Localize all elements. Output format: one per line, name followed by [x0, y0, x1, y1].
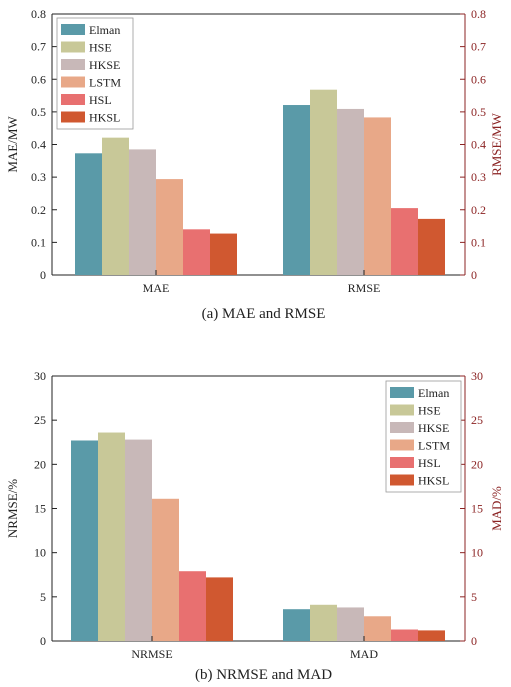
panel-a-mae-rmse: 0 0.1 0.2 0.3 0.4 0.5 0.6 0.7 0.8 0 0.1 0.2 0.3 0.4 0.… — [5, 7, 504, 322]
legend-label: LSTM — [89, 76, 121, 90]
legend-label: HSE — [418, 404, 441, 418]
y-tick-label-left: 0.8 — [31, 7, 46, 21]
bar-lstm-mae — [156, 179, 183, 275]
legend-swatch — [61, 24, 85, 35]
legend-box — [56, 17, 134, 130]
legend-swatch — [61, 41, 85, 53]
y-tick-label-left: 0.6 — [31, 72, 46, 86]
legend-label: HSL — [89, 93, 112, 107]
legend-swatch — [390, 457, 414, 468]
bar-hse-mad — [310, 604, 337, 641]
bar-hksl-nrmse — [206, 577, 233, 641]
y-tick-label-right: 0.7 — [471, 40, 486, 54]
y-tick-label-right: 10 — [471, 546, 483, 560]
bar-hksl-rmse — [418, 218, 445, 275]
bar-hse-rmse — [310, 89, 337, 275]
legend-swatch — [390, 474, 414, 486]
legend: Elman HSE HKSE LSTM HSL HKSL — [385, 380, 462, 493]
y-tick-label-right: 0.4 — [471, 138, 486, 152]
bar-elman-mad — [283, 609, 310, 641]
bar-lstm-rmse — [364, 117, 391, 275]
bar-lstm-nrmse — [152, 498, 179, 641]
y-tick-label-left: 10 — [34, 546, 46, 560]
legend-label: HKSL — [89, 111, 120, 125]
y-tick-label-left: 0 — [40, 268, 46, 282]
bar-hkse-mad — [337, 607, 364, 641]
bar-hkse-rmse — [337, 108, 364, 275]
y-tick-label-left: 15 — [34, 502, 46, 516]
bar-hkse-mae — [129, 149, 156, 275]
y-tick-label-left: 0.4 — [31, 138, 46, 152]
y-tick-label-left: 0.3 — [31, 170, 46, 184]
legend-swatch — [390, 387, 414, 398]
bar-hkse-nrmse — [125, 439, 152, 641]
legend-swatch — [61, 111, 85, 123]
legend-swatch — [390, 422, 414, 433]
bar-hse-nrmse — [98, 432, 125, 641]
bar-elman-rmse — [283, 105, 310, 276]
legend-swatch — [61, 76, 85, 88]
x-tick-label: MAD — [350, 647, 378, 661]
y-tick-label-right: 5 — [471, 590, 477, 604]
legend: Elman HSE HKSE LSTM HSL HKSL — [56, 17, 134, 130]
y-tick-label-left: 0.1 — [31, 235, 46, 249]
bar-hsl-mad — [391, 629, 418, 641]
bar-lstm-mad — [364, 616, 391, 641]
x-tick-label: MAE — [143, 281, 170, 295]
y-tick-label-left: 0.2 — [31, 203, 46, 217]
y-tick-label-right: 30 — [471, 369, 483, 383]
legend-swatch — [61, 94, 85, 105]
bar-hksl-mad — [418, 630, 445, 641]
bar-hsl-mae — [183, 229, 210, 275]
y-tick-label-left: 0.5 — [31, 105, 46, 119]
y-axis-title-right: MAD/% — [489, 486, 504, 531]
panel-b-nrmse-mad: 0 5 10 15 20 25 30 0 5 10 15 20 25 30 NRMSE/% MAD/% NRMS… — [5, 369, 504, 683]
legend-swatch — [390, 439, 414, 451]
legend-label: Elman — [418, 386, 449, 400]
bar-hksl-mae — [210, 233, 237, 275]
y-tick-label-right: 0.3 — [471, 170, 486, 184]
y-tick-label-right: 0.1 — [471, 235, 486, 249]
legend-box — [385, 380, 462, 493]
y-axis-title-left: MAE/MW — [5, 116, 20, 173]
y-tick-label-right: 20 — [471, 457, 483, 471]
bar-elman-nrmse — [71, 440, 98, 641]
bar-hsl-nrmse — [179, 571, 206, 641]
legend-label: LSTM — [418, 439, 450, 453]
x-tick-label: RMSE — [348, 281, 381, 295]
y-tick-label-right: 0.6 — [471, 72, 486, 86]
legend-label: HSL — [418, 456, 441, 470]
y-tick-label-left: 0.7 — [31, 40, 46, 54]
y-tick-label-left: 0 — [40, 634, 46, 648]
y-tick-label-left: 25 — [34, 413, 46, 427]
y-tick-label-right: 0 — [471, 268, 477, 282]
panel-caption: (b) NRMSE and MAD — [195, 667, 332, 683]
bar-hse-mae — [102, 137, 129, 275]
legend-swatch — [390, 404, 414, 416]
legend-label: HKSE — [418, 421, 449, 435]
y-tick-label-left: 5 — [40, 590, 46, 604]
legend-label: HSE — [89, 41, 112, 55]
y-tick-label-right: 15 — [471, 502, 483, 516]
legend-label: HKSE — [89, 58, 120, 72]
y-tick-label-left: 30 — [34, 369, 46, 383]
y-tick-label-right: 0.8 — [471, 7, 486, 21]
legend-label: HKSL — [418, 474, 449, 488]
bar-hsl-rmse — [391, 208, 418, 275]
y-tick-label-right: 0 — [471, 634, 477, 648]
legend-label: Elman — [89, 23, 120, 37]
y-axis-title-left: NRMSE/% — [5, 479, 20, 538]
y-tick-label-right: 0.2 — [471, 203, 486, 217]
x-tick-label: NRMSE — [131, 647, 172, 661]
panel-caption: (a) MAE and RMSE — [202, 306, 326, 322]
bar-elman-mae — [75, 153, 102, 275]
y-tick-label-left: 20 — [34, 457, 46, 471]
y-axis-title-right: RMSE/MW — [489, 112, 504, 176]
y-tick-label-right: 0.5 — [471, 105, 486, 119]
y-tick-label-right: 25 — [471, 413, 483, 427]
legend-swatch — [61, 59, 85, 70]
